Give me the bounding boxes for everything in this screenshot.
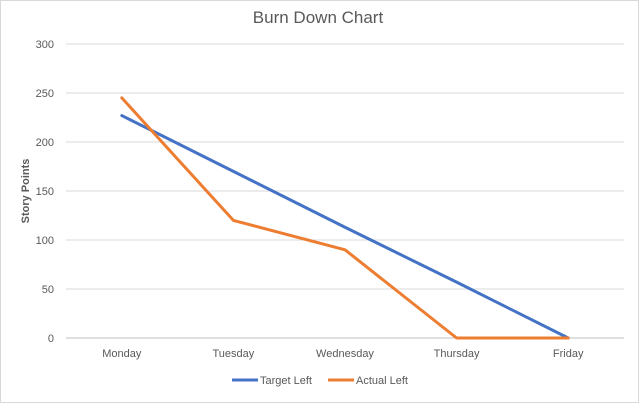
series-line-actual-left bbox=[120, 96, 570, 340]
x-tick-label-thursday: Thursday bbox=[434, 348, 480, 360]
y-tick-label-250: 250 bbox=[36, 88, 54, 100]
y-tick-label-100: 100 bbox=[36, 235, 54, 247]
x-tick-label-monday: Monday bbox=[102, 348, 142, 360]
legend: Target Left Actual Left bbox=[232, 375, 408, 387]
y-tick-label-150: 150 bbox=[36, 186, 54, 198]
y-tick-label-300: 300 bbox=[36, 39, 54, 51]
y-tick-label-50: 50 bbox=[42, 284, 54, 296]
x-tick-label-wednesday: Wednesday bbox=[316, 348, 374, 360]
x-axis-ticks: Monday Tuesday Wednesday Thursday Friday bbox=[102, 348, 584, 360]
chart-title: Burn Down Chart bbox=[253, 8, 384, 27]
legend-label-actual-left: Actual Left bbox=[356, 375, 408, 387]
legend-label-target-left: Target Left bbox=[260, 375, 312, 387]
series-lines bbox=[120, 96, 570, 340]
x-tick-label-tuesday: Tuesday bbox=[213, 348, 255, 360]
y-tick-label-0: 0 bbox=[48, 333, 54, 345]
y-tick-label-200: 200 bbox=[36, 137, 54, 149]
y-axis-label: Story Points bbox=[20, 159, 32, 224]
gridlines bbox=[66, 43, 624, 339]
series-line-target-left bbox=[120, 114, 570, 340]
y-axis-ticks: 0 50 100 150 200 250 300 bbox=[36, 39, 54, 345]
x-tick-label-friday: Friday bbox=[553, 348, 584, 360]
